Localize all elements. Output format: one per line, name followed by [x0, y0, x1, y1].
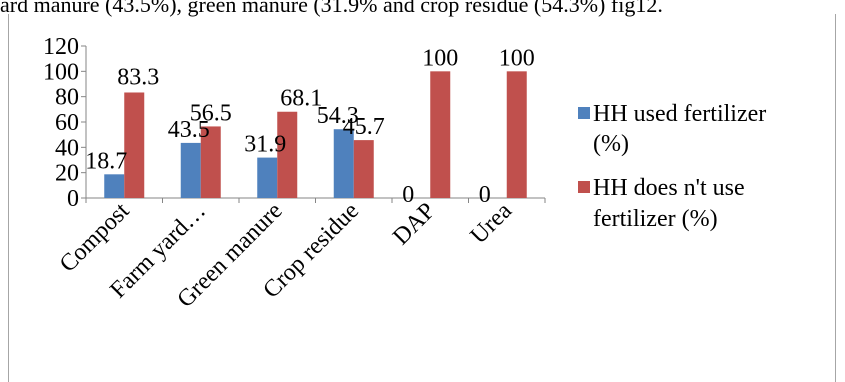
bar [277, 111, 298, 198]
y-tick-label: 40 [55, 135, 79, 161]
bar [104, 174, 125, 198]
bar [430, 71, 451, 198]
bar-value-label: 83.3 [117, 64, 159, 90]
bar-value-label: 56.5 [190, 100, 232, 126]
y-tick-label: 80 [55, 85, 79, 111]
bar-value-label: 100 [422, 45, 458, 71]
chart-area [8, 14, 836, 382]
bar-value-label: 0 [479, 182, 491, 208]
y-tick-label: 100 [43, 59, 79, 85]
data-labels: 18.7 43.5 31.9 54.3 0 0 83.3 56.5 68.1 45.7 100 100 [85, 45, 535, 208]
legend-label: HH does n't use [593, 175, 745, 201]
legend-label: (%) [593, 131, 629, 157]
y-tick-label: 120 [43, 34, 79, 60]
bar-value-label: 68.1 [280, 86, 322, 112]
bar [200, 126, 221, 198]
legend: HH used fertilizer (%) HH does n't use fert… [578, 101, 766, 232]
x-tick-label: DAP [388, 198, 440, 250]
x-tick-label: Urea [466, 198, 518, 250]
y-tick-label: 0 [67, 186, 79, 212]
bar-value-label: 31.9 [244, 132, 286, 158]
bar-value-label: 100 [499, 45, 535, 71]
bar [506, 71, 527, 198]
legend-swatch [578, 181, 590, 193]
legend-label: fertilizer (%) [593, 206, 718, 232]
bars [104, 71, 527, 198]
bar [333, 129, 354, 198]
bar-value-label: 54.3 [317, 103, 359, 129]
bar [257, 157, 278, 198]
bar-value-label: 0 [402, 182, 414, 208]
y-tick-label: 20 [55, 161, 79, 187]
legend-swatch [578, 107, 590, 119]
bar [124, 92, 145, 198]
bar-value-label: 43.5 [168, 117, 210, 143]
document-text-line: ard manure (43.5%), green manure (31.9% … [0, 0, 663, 17]
bar [180, 142, 201, 198]
bar [353, 140, 374, 198]
legend-label: HH used fertilizer [593, 101, 766, 127]
bar-value-label: 45.7 [343, 114, 385, 140]
y-tick-label: 60 [55, 110, 79, 136]
bar-value-label: 18.7 [85, 148, 127, 174]
